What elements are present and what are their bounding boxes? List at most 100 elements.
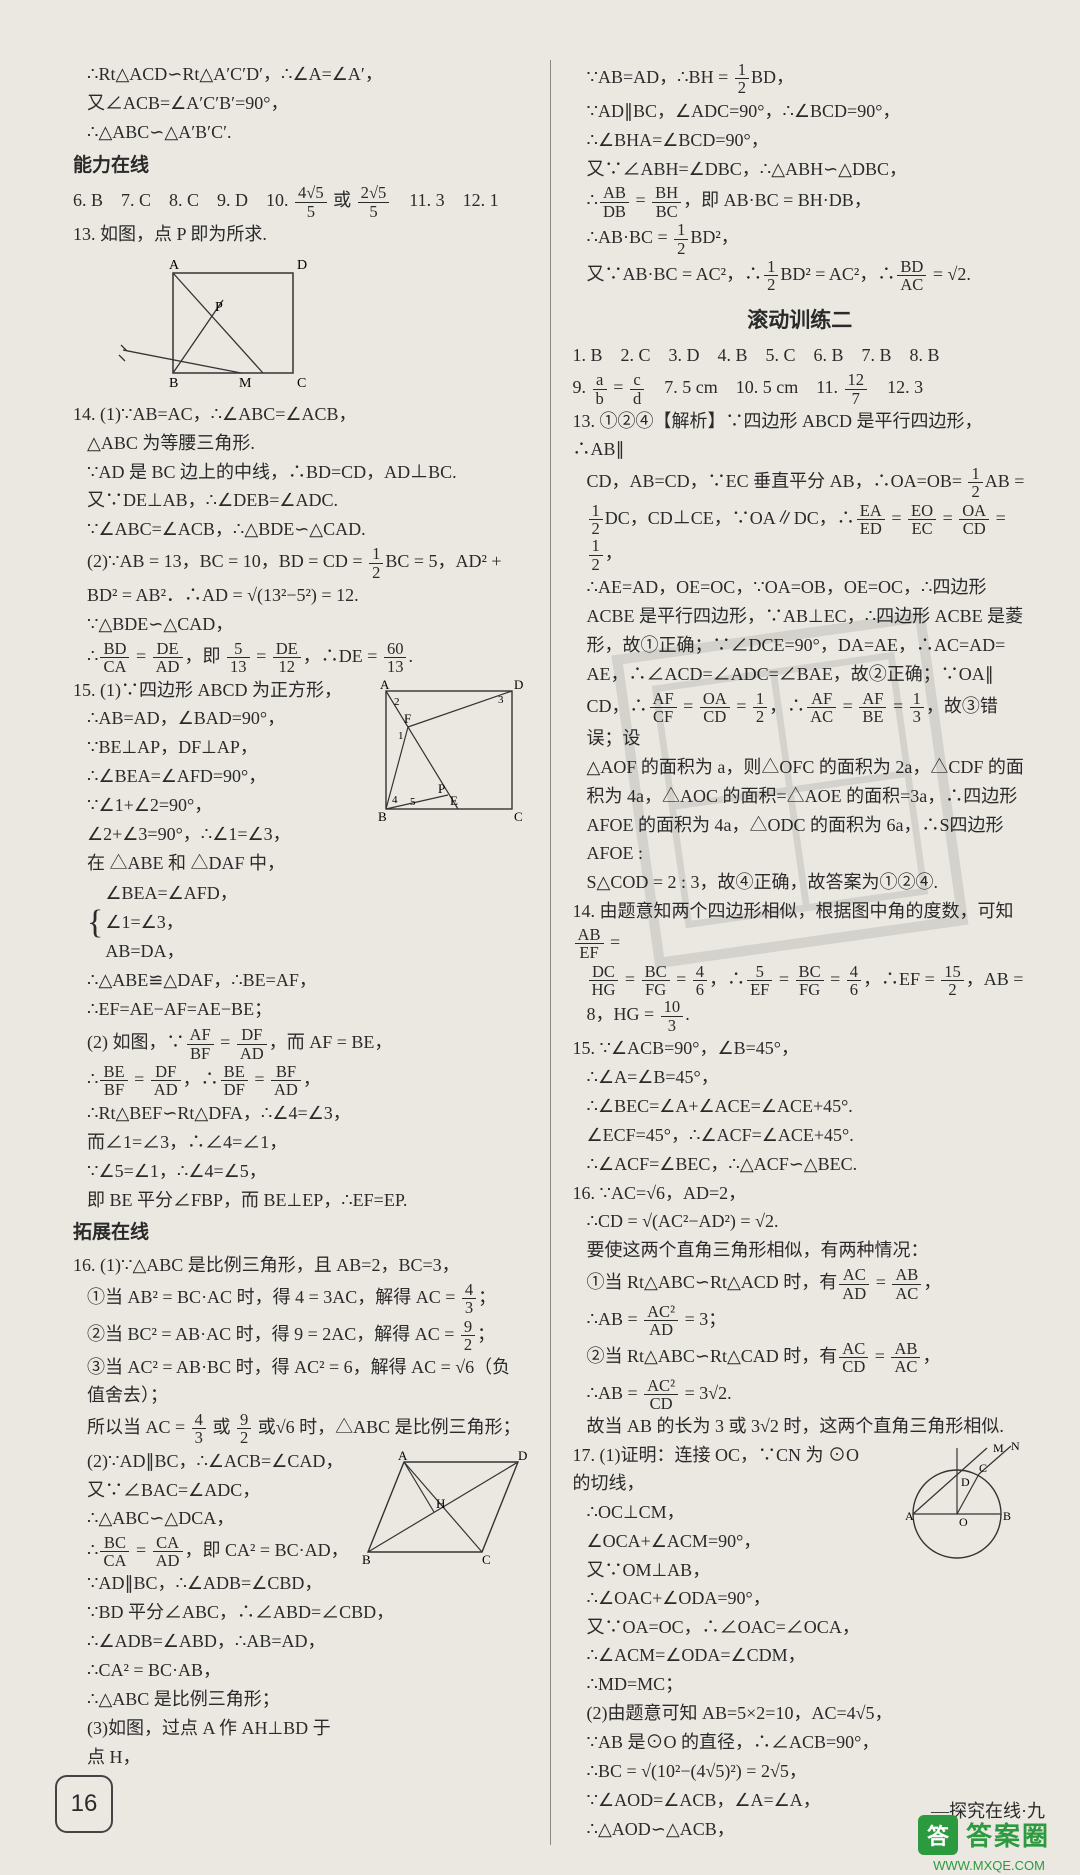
text-line: ∴△ABE≌△DAF，∴BE=AF， xyxy=(73,967,528,995)
watermark-text: 答案圈 xyxy=(966,1816,1050,1853)
text-line: ∴AB·BC = 12BD²， xyxy=(573,221,1028,257)
text-line: 13. ①②④【解析】∵四边形 ABCD 是平行四边形，∴AB∥ xyxy=(573,408,1028,464)
label-C: C xyxy=(297,376,306,391)
text-line: ②当 BC² = AB·AC 时，得 9 = 2AC，解得 AC = 92； xyxy=(73,1318,528,1354)
text-line: ①当 AB² = BC·AC 时，得 4 = 3AC，解得 AC = 43； xyxy=(73,1281,528,1317)
text-line: ∵AD∥BC，∴∠ADB=∠CBD， xyxy=(73,1570,528,1598)
text-line: 16. (1)∵△ABC 是比例三角形，且 AB=2，BC=3， xyxy=(73,1252,528,1280)
text-line: ∵AB=AD，∴BH = 12BD， xyxy=(573,61,1028,97)
text-line: ∴BDCA = DEAD，即 513 = DE12，∴DE = 6013. xyxy=(73,640,528,676)
text-line: 在 △ABE 和 △DAF 中， xyxy=(73,850,528,878)
text-line: 15. ∵∠ACB=90°，∠B=45°， xyxy=(573,1035,1028,1063)
right-column: ∵AB=AD，∴BH = 12BD， ∵AD∥BC，∠ADC=90°，∴∠BCD… xyxy=(555,60,1046,1845)
left-column: ∴Rt△ACD∽Rt△A′C′D′，∴∠A=∠A′， 又∠ACB=∠A′C′B′… xyxy=(55,60,546,1845)
text-line: ∵BD 平分∠ABC，∴∠ABD=∠CBD， xyxy=(73,1599,528,1627)
watermark-url: WWW.MXQE.COM xyxy=(933,1858,1045,1873)
text-line: ∴CD = √(AC²−AD²) = √2. xyxy=(573,1208,1028,1236)
fig-13: A D B C M P xyxy=(113,255,333,395)
text-line: (2)∵AB = 13，BC = 10，BD = CD = 12BC = 5，A… xyxy=(73,545,528,581)
text-line: ∴Rt△ACD∽Rt△A′C′D′，∴∠A=∠A′， xyxy=(73,61,528,89)
label-B: B xyxy=(169,376,178,391)
label-P: P xyxy=(438,781,445,796)
brace-line: ∠BEA=∠AFD， xyxy=(105,880,237,908)
text-line: 而∠1=∠3，∴∠4=∠1， xyxy=(73,1129,528,1157)
text-line: △ABC 为等腰三角形. xyxy=(73,430,528,458)
label-B: B xyxy=(1003,1509,1011,1523)
text-line: ①当 Rt△ABC∽Rt△ACD 时，有ACAD = ABAC， xyxy=(573,1266,1028,1302)
text-line: ∴△ABC∽△A′B′C′. xyxy=(73,119,528,147)
label-C: C xyxy=(979,1461,987,1475)
text-line: DCHG = BCFG = 46，∴5EF = BCFG = 46，∴EF = … xyxy=(573,963,1028,1035)
text-line: 故当 AB 的长为 3 或 3√2 时，这两个直角三角形相似. xyxy=(573,1413,1028,1441)
text-line: ∴CA² = BC·AB， xyxy=(73,1657,528,1685)
text-line: ∴∠A=∠B=45°， xyxy=(573,1064,1028,1092)
section-heading: 滚动训练二 xyxy=(573,304,1028,337)
text-line: ∵△BDE∽△CAD， xyxy=(73,611,528,639)
text-line: 形，故①正确；∵∠DCE=90°，DA=AE，∴AC=AD= xyxy=(573,632,1028,660)
text-line: 又∵AB·BC = AC²，∴12BD² = AC²，∴BDAC = √2. xyxy=(573,258,1028,294)
label-E: E xyxy=(450,793,458,808)
svg-text:5: 5 xyxy=(410,796,416,808)
text-line: ∴∠BEC=∠A+∠ACE=∠ACE+45°. xyxy=(573,1093,1028,1121)
text-line: ③当 AC² = AB·BC 时，得 AC² = 6，解得 AC = √6（负值… xyxy=(73,1354,528,1410)
text-line: ∴△ABC 是比例三角形； xyxy=(73,1686,528,1714)
text-line: 又∵∠ABH=∠DBC，∴△ABH∽△DBC， xyxy=(573,156,1028,184)
text-line: ∵∠ABC=∠ACB，∴△BDE∽△CAD. xyxy=(73,516,528,544)
text-line: CD，∴AFCF = OACD = 12，∴AFAC = AFBE = 13，故… xyxy=(573,690,1028,754)
text-line: ②当 Rt△ABC∽Rt△CAD 时，有ACCD = ABAC， xyxy=(573,1340,1028,1376)
label-D: D xyxy=(297,258,307,273)
page: ∴Rt△ACD∽Rt△A′C′D′，∴∠A=∠A′， 又∠ACB=∠A′C′B′… xyxy=(0,0,1080,1875)
text-line: (2) 如图，∵AFBF = DFAD，而 AF = BE， xyxy=(73,1026,528,1062)
text-line: 16. ∵AC=√6，AD=2， xyxy=(573,1180,1028,1208)
label-N: N xyxy=(1011,1442,1020,1453)
text-line: 又∠ACB=∠A′C′B′=90°， xyxy=(73,90,528,118)
text-line: 所以当 AC = 43 或 92 或√6 时，△ABC 是比例三角形； xyxy=(73,1411,528,1447)
label-A: A xyxy=(380,677,390,692)
label-A: A xyxy=(905,1509,914,1523)
text-line: ∴AB = AC²AD = 3； xyxy=(573,1303,1028,1339)
answers-row: 1. B 2. C 3. D 4. B 5. C 6. B 7. B 8. B xyxy=(573,342,1028,370)
q13-text: 13. 如图，点 P 即为所求. xyxy=(73,221,528,249)
text-line: AFOE 的面积为 4a，△ODC 的面积为 6a，∴S四边形AFOE : xyxy=(573,812,1028,868)
text-line: 要使这两个直角三角形相似，有两种情况： xyxy=(573,1237,1028,1265)
section-heading: 拓展在线 xyxy=(73,1218,528,1247)
label-H: H xyxy=(436,1496,445,1511)
label-M: M xyxy=(239,376,252,391)
text-line: ∵AD∥BC，∠ADC=90°，∴∠BCD=90°， xyxy=(573,98,1028,126)
text-line: 点 H， xyxy=(73,1744,528,1772)
text-line: ∴∠ADB=∠ABD，∴AB=AD， xyxy=(73,1628,528,1656)
text-line: (3)如图，过点 A 作 AH⊥BD 于 xyxy=(73,1715,528,1743)
fig-16-3: A D B C H xyxy=(358,1448,528,1568)
text-line: 即 BE 平分∠FBP，而 BE⊥EP，∴EF=EP. xyxy=(73,1187,528,1215)
text-line: ACBE 是平行四边形，∵AB⊥EC，∴四边形 ACBE 是菱 xyxy=(573,603,1028,631)
text-line: 又∵DE⊥AB，∴∠DEB=∠ADC. xyxy=(73,487,528,515)
label-F: F xyxy=(404,711,411,726)
text-line: ∴AB = AC²CD = 3√2. xyxy=(573,1377,1028,1413)
text-line: AE，∴∠ACD=∠ADC=∠BAE，故②正确；∵OA∥ xyxy=(573,661,1028,689)
text-line: ∠ECF=45°，∴∠ACF=∠ACE+45°. xyxy=(573,1122,1028,1150)
label-C: C xyxy=(514,809,523,824)
text-line: 积为 4a，△AOC 的面积=△AOE 的面积=3a，∴四边形 xyxy=(573,783,1028,811)
fig-17: A B C D M N O xyxy=(887,1442,1027,1572)
label-D: D xyxy=(961,1475,970,1489)
text-line: ∴∠ACF=∠BEC，∴△ACF∽△BEC. xyxy=(573,1151,1028,1179)
answers-row: 6. B 7. C 8. C 9. D 10. 4√55 或 2√55 11. … xyxy=(73,184,528,220)
text-line: ∴EF=AE−AF=AE−BE； xyxy=(73,996,528,1024)
page-number: 16 xyxy=(55,1775,113,1833)
text-line: ∴MD=MC； xyxy=(573,1671,1028,1699)
section-heading: 能力在线 xyxy=(73,151,528,180)
text-line: ∴∠ACM=∠ODA=∠CDM， xyxy=(573,1642,1028,1670)
label-C: C xyxy=(482,1552,491,1567)
label-M: M xyxy=(993,1442,1004,1455)
text-line: 14. 由题意知两个四边形相似，根据图中角的度数，可知 ABEF = xyxy=(573,898,1028,962)
text-line: △AOF 的面积为 a，则△OFC 的面积为 2a，△CDF 的面 xyxy=(573,754,1028,782)
label-O: O xyxy=(959,1515,968,1529)
svg-text:3: 3 xyxy=(498,694,504,706)
brace-group: { ∠BEA=∠AFD， ∠1=∠3， AB=DA， xyxy=(73,879,528,967)
text-line: S△COD = 2 : 3，故④正确，故答案为①②④. xyxy=(573,869,1028,897)
svg-text:2: 2 xyxy=(394,696,400,708)
label-B: B xyxy=(362,1552,371,1567)
column-divider xyxy=(550,60,551,1845)
brace-line: AB=DA， xyxy=(105,938,237,966)
text-line: ∵∠5=∠1，∴∠4=∠5， xyxy=(73,1158,528,1186)
